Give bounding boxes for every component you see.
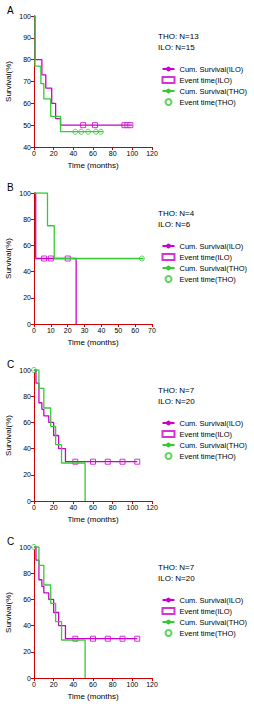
svg-text:80: 80 <box>109 681 117 688</box>
svg-text:40: 40 <box>23 622 31 629</box>
svg-text:Cum. Survival(THO): Cum. Survival(THO) <box>179 87 247 96</box>
svg-text:80: 80 <box>23 216 31 223</box>
svg-text:Event time(THO): Event time(THO) <box>179 629 236 638</box>
svg-text:60: 60 <box>89 504 97 511</box>
svg-text:60: 60 <box>23 419 31 426</box>
svg-text:0: 0 <box>32 681 36 688</box>
svg-text:Cum. Survival(ILO): Cum. Survival(ILO) <box>179 419 243 428</box>
svg-text:70: 70 <box>148 327 156 334</box>
svg-text:40: 40 <box>69 150 77 157</box>
svg-text:40: 40 <box>69 504 77 511</box>
svg-text:70: 70 <box>23 78 31 85</box>
svg-text:80: 80 <box>23 393 31 400</box>
svg-text:20: 20 <box>23 294 31 301</box>
svg-text:80: 80 <box>109 150 117 157</box>
svg-text:ILO: N=20: ILO: N=20 <box>158 574 195 583</box>
svg-text:Event time(ILO): Event time(ILO) <box>179 76 232 85</box>
svg-text:40: 40 <box>69 681 77 688</box>
svg-text:Cum. Survival(THO): Cum. Survival(THO) <box>179 618 247 627</box>
svg-text:50: 50 <box>114 327 122 334</box>
svg-text:10: 10 <box>47 327 55 334</box>
svg-text:ILO: N=20: ILO: N=20 <box>158 397 195 406</box>
svg-text:Survival(%): Survival(%) <box>4 238 13 279</box>
svg-text:B: B <box>7 182 14 193</box>
svg-text:Event time(ILO): Event time(ILO) <box>179 253 232 262</box>
svg-text:Event time(THO): Event time(THO) <box>179 452 236 461</box>
svg-text:100: 100 <box>126 681 138 688</box>
svg-text:80: 80 <box>23 570 31 577</box>
svg-text:100: 100 <box>126 150 138 157</box>
svg-text:0: 0 <box>27 498 31 505</box>
svg-text:THO: N=4: THO: N=4 <box>158 209 195 218</box>
svg-text:0: 0 <box>32 150 36 157</box>
svg-text:Cum. Survival(ILO): Cum. Survival(ILO) <box>179 242 243 251</box>
svg-text:30: 30 <box>81 327 89 334</box>
svg-text:100: 100 <box>19 13 31 20</box>
svg-text:100: 100 <box>19 367 31 374</box>
svg-text:Survival(%): Survival(%) <box>4 61 13 102</box>
svg-text:0: 0 <box>27 321 31 328</box>
svg-text:80: 80 <box>23 56 31 63</box>
svg-text:120: 120 <box>146 150 158 157</box>
svg-text:Survival(%): Survival(%) <box>4 592 13 633</box>
svg-text:C: C <box>7 536 14 547</box>
svg-text:50: 50 <box>23 122 31 129</box>
svg-text:A: A <box>7 5 14 16</box>
svg-text:20: 20 <box>23 648 31 655</box>
svg-text:THO: N=7: THO: N=7 <box>158 563 195 572</box>
svg-text:Event time(ILO): Event time(ILO) <box>179 607 232 616</box>
svg-text:Cum. Survival(THO): Cum. Survival(THO) <box>179 441 247 450</box>
svg-text:60: 60 <box>23 242 31 249</box>
svg-text:100: 100 <box>126 504 138 511</box>
svg-text:60: 60 <box>89 681 97 688</box>
svg-text:20: 20 <box>64 327 72 334</box>
svg-text:ILO: N=6: ILO: N=6 <box>158 220 191 229</box>
svg-text:Time (months): Time (months) <box>67 692 119 701</box>
svg-text:0: 0 <box>27 675 31 682</box>
svg-text:60: 60 <box>23 100 31 107</box>
svg-text:ILO: N=15: ILO: N=15 <box>158 43 195 52</box>
svg-text:40: 40 <box>23 445 31 452</box>
svg-text:Event time(THO): Event time(THO) <box>179 98 236 107</box>
svg-text:90: 90 <box>23 34 31 41</box>
svg-text:Time (months): Time (months) <box>67 515 119 524</box>
svg-text:Time (months): Time (months) <box>67 161 119 170</box>
svg-text:C: C <box>7 359 14 370</box>
svg-text:20: 20 <box>50 504 58 511</box>
svg-text:0: 0 <box>32 327 36 334</box>
svg-text:Survival(%): Survival(%) <box>4 415 13 456</box>
svg-text:80: 80 <box>109 504 117 511</box>
svg-text:Cum. Survival(ILO): Cum. Survival(ILO) <box>179 65 243 74</box>
svg-text:THO: N=13: THO: N=13 <box>158 32 199 41</box>
svg-text:40: 40 <box>23 144 31 151</box>
svg-text:20: 20 <box>23 471 31 478</box>
svg-text:THO: N=7: THO: N=7 <box>158 386 195 395</box>
svg-text:120: 120 <box>146 681 158 688</box>
svg-text:100: 100 <box>19 544 31 551</box>
svg-text:Time (months): Time (months) <box>67 338 119 347</box>
svg-text:Event time(THO): Event time(THO) <box>179 275 236 284</box>
svg-text:120: 120 <box>146 504 158 511</box>
svg-text:60: 60 <box>23 596 31 603</box>
svg-text:20: 20 <box>50 681 58 688</box>
svg-text:0: 0 <box>32 504 36 511</box>
svg-text:20: 20 <box>50 150 58 157</box>
svg-text:40: 40 <box>23 268 31 275</box>
svg-text:40: 40 <box>98 327 106 334</box>
svg-text:60: 60 <box>89 150 97 157</box>
svg-text:Event time(ILO): Event time(ILO) <box>179 430 232 439</box>
svg-text:Cum. Survival(THO): Cum. Survival(THO) <box>179 264 247 273</box>
svg-text:60: 60 <box>131 327 139 334</box>
svg-text:100: 100 <box>19 190 31 197</box>
svg-text:Cum. Survival(ILO): Cum. Survival(ILO) <box>179 596 243 605</box>
